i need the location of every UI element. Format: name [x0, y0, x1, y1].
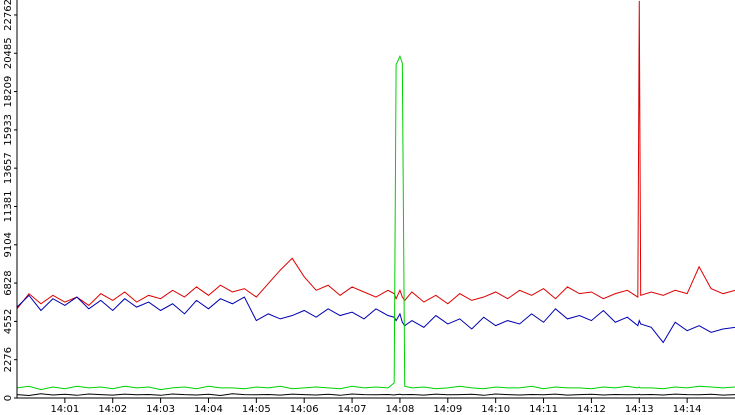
series-line	[17, 393, 735, 396]
x-tick-label: 14:12	[577, 404, 606, 415]
x-tick-label: 14:02	[98, 404, 127, 415]
y-tick-label: 22762	[3, 0, 14, 31]
x-tick-label: 14:10	[481, 404, 510, 415]
x-tick-label: 14:08	[386, 404, 415, 415]
x-tick-label: 14:14	[673, 404, 702, 415]
x-tick-label: 14:06	[290, 404, 319, 415]
x-tick-label: 14:09	[433, 404, 462, 415]
series-line	[17, 294, 735, 344]
y-tick-label: 20485	[3, 37, 14, 69]
y-tick-label: 18209	[3, 76, 14, 108]
series-line	[17, 55, 735, 391]
plot-area	[17, 0, 735, 396]
x-tick-label: 14:05	[242, 404, 271, 415]
y-tick-label: 4552	[3, 309, 14, 334]
y-tick-label: 0	[3, 395, 14, 401]
y-tick-label: 11381	[3, 191, 14, 223]
x-tick-label: 14:11	[529, 404, 558, 415]
x-tick-label: 14:03	[146, 404, 175, 415]
y-tick-label: 6828	[3, 270, 14, 295]
x-tick-label: 14:13	[625, 404, 654, 415]
y-tick-label: 2276	[3, 347, 14, 372]
y-tick-label: 13657	[3, 152, 14, 184]
y-tick-label: 9104	[3, 232, 14, 257]
x-tick-label: 14:04	[194, 404, 223, 415]
x-tick-label: 14:01	[50, 404, 79, 415]
series-line	[17, 0, 735, 310]
x-tick-label: 14:07	[338, 404, 367, 415]
y-tick-label: 15933	[3, 114, 14, 146]
